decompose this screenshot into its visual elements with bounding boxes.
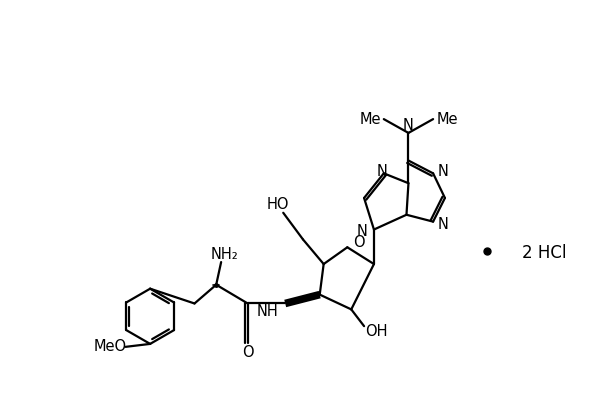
Text: N: N	[376, 164, 387, 179]
Text: HO: HO	[267, 197, 290, 212]
Text: MeO: MeO	[93, 339, 126, 354]
Text: N: N	[403, 117, 414, 132]
Text: O: O	[242, 345, 254, 360]
Text: 2 HCl: 2 HCl	[522, 244, 566, 262]
Text: O: O	[353, 235, 365, 250]
Text: Me: Me	[359, 112, 381, 126]
Text: N: N	[356, 224, 368, 239]
Text: N: N	[437, 217, 448, 232]
Text: NH₂: NH₂	[210, 247, 238, 262]
Text: OH: OH	[365, 323, 387, 338]
Text: Me: Me	[436, 112, 458, 126]
Text: NH: NH	[257, 304, 278, 319]
Text: N: N	[437, 164, 448, 179]
